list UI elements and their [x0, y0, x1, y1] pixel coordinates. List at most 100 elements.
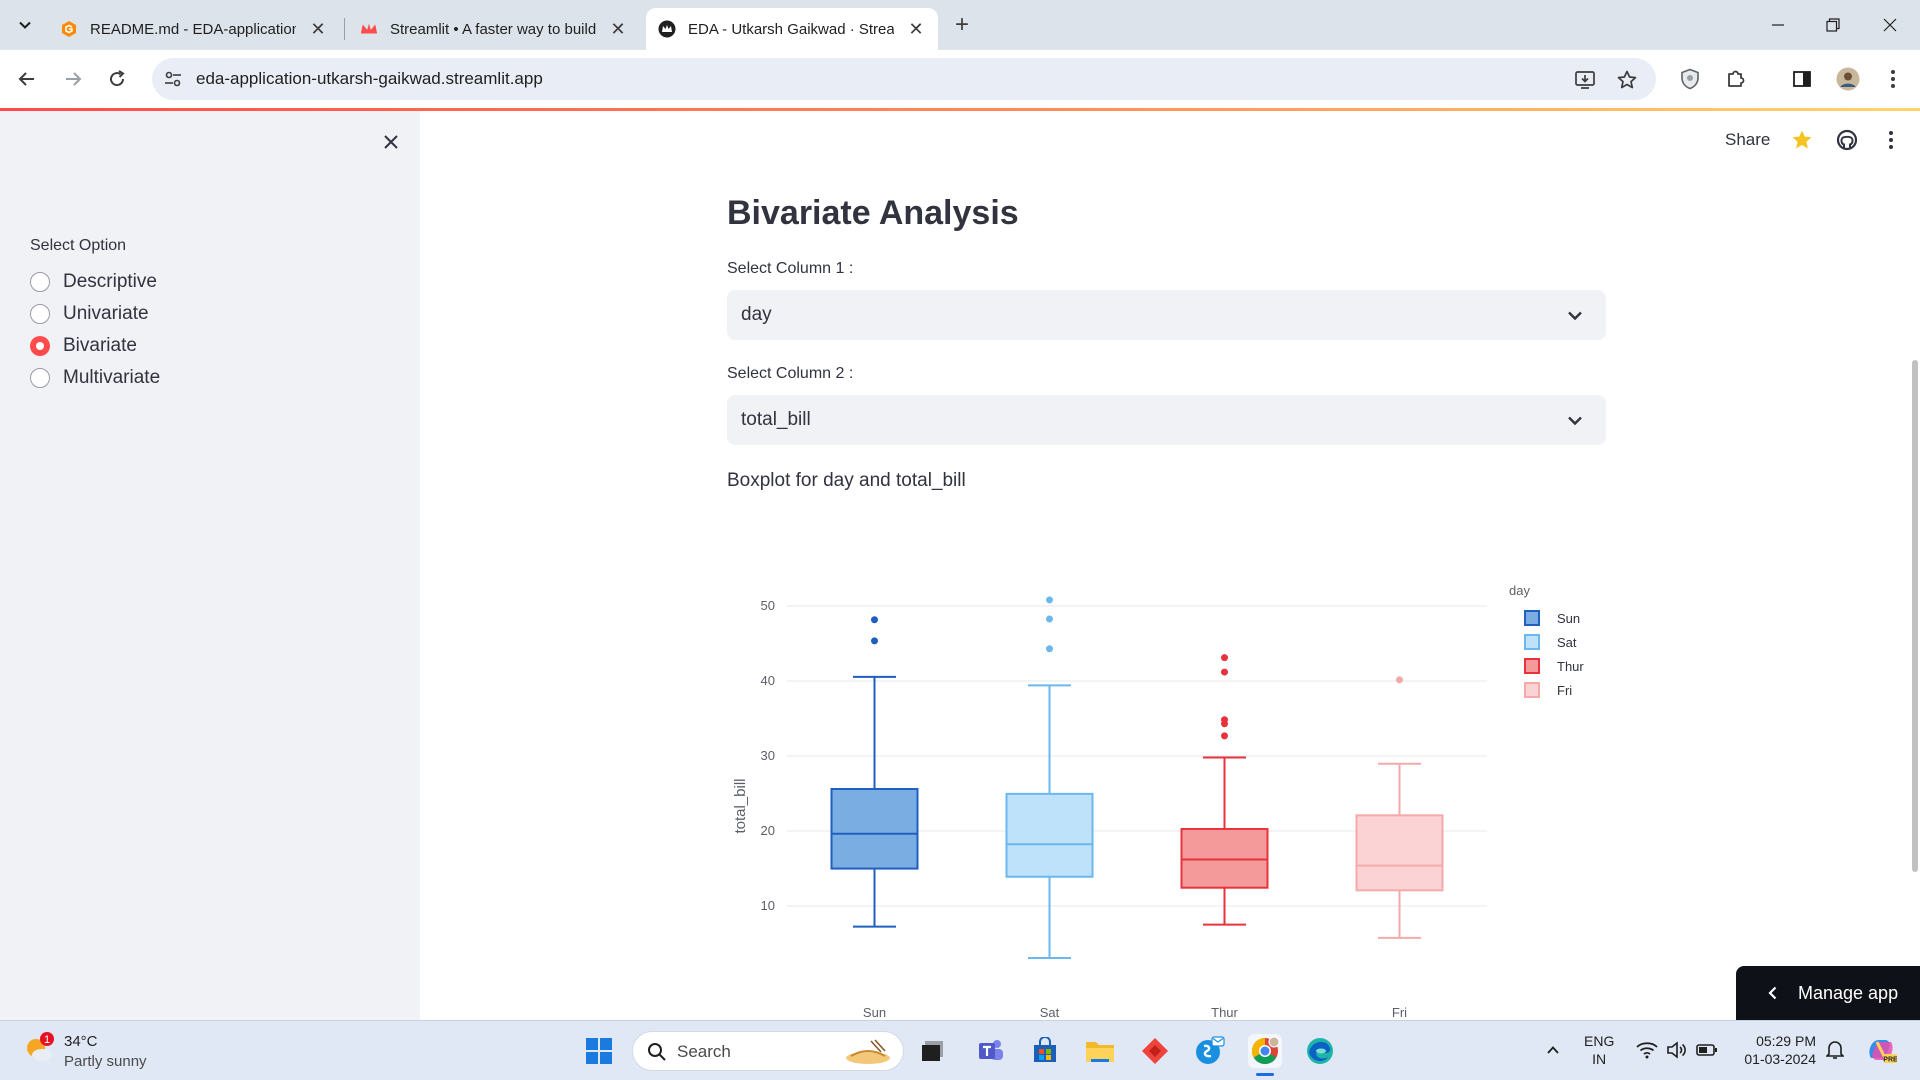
outlier-point	[1221, 668, 1228, 676]
boxplot-chart[interactable]: 10 20 30 40 50 total_bill Sun Sat Thur Fri day Sun S…	[727, 581, 1627, 1021]
minimize-button[interactable]	[1758, 10, 1798, 40]
side-panel-button[interactable]	[1788, 65, 1816, 93]
battery-status[interactable]	[1696, 1039, 1718, 1061]
show-hidden-icons-button[interactable]	[1542, 1039, 1564, 1061]
tab-readme[interactable]: README.md - EDA-application ✕	[48, 8, 340, 50]
star-filled-icon	[1792, 130, 1812, 149]
start-button[interactable]	[582, 1034, 616, 1068]
chevron-down-icon	[19, 21, 31, 29]
search-highlight-noodles-icon	[846, 1039, 890, 1064]
install-app-button[interactable]	[1572, 67, 1598, 93]
extension-shield-button[interactable]	[1676, 65, 1704, 93]
column2-label: Select Column 2 :	[727, 365, 854, 382]
column2-select[interactable]: total_bill	[727, 395, 1606, 445]
site-settings-icon[interactable]	[162, 68, 184, 90]
outlier-point	[1221, 732, 1228, 740]
reload-button[interactable]	[100, 62, 134, 96]
app-header-actions: Share	[420, 125, 1920, 155]
radio-option-bivariate[interactable]: Bivariate	[30, 332, 137, 360]
column1-select[interactable]: day	[727, 290, 1606, 340]
radio-button[interactable]	[30, 368, 50, 388]
box-sun	[830, 788, 919, 870]
microsoft-store-app[interactable]	[1028, 1034, 1062, 1068]
chevron-down-icon	[1568, 311, 1582, 321]
legend-entry: Fri	[1557, 683, 1572, 698]
radio-option-multivariate[interactable]: Multivariate	[30, 364, 160, 392]
y-tick-label: 50	[761, 598, 775, 613]
close-tab-icon[interactable]: ✕	[908, 18, 924, 39]
x-tick-label: Sun	[863, 1005, 886, 1020]
manage-app-button[interactable]: Manage app	[1736, 966, 1920, 1020]
favorite-star-button[interactable]	[1789, 127, 1815, 153]
bookmark-star-button[interactable]	[1614, 67, 1640, 93]
profile-avatar-button[interactable]	[1834, 65, 1862, 93]
sidebar-close-button[interactable]	[376, 127, 406, 157]
page-scrollbar[interactable]	[1912, 360, 1918, 872]
tab-search-button[interactable]	[10, 10, 40, 40]
task-view-icon	[922, 1041, 943, 1061]
select-option-label: Select Option	[30, 237, 127, 254]
y-tick-label: 30	[761, 748, 775, 763]
browser-toolbar: eda-application-utkarsh-gaikwad.streamli…	[0, 50, 1920, 108]
windows-taskbar: 1 34°C Partly sunny Search ENG IN	[0, 1020, 1920, 1080]
extensions-button[interactable]	[1722, 65, 1750, 93]
tab-streamlit[interactable]: Streamlit • A faster way to build ✕	[348, 8, 640, 50]
close-icon	[1883, 18, 1897, 32]
tab-eda[interactable]: EDA - Utkarsh Gaikwad · Stream ✕	[646, 8, 938, 50]
chevron-left-icon	[1768, 986, 1777, 1000]
weather-badge: 1	[44, 1034, 50, 1046]
sidebar: Select Option Descriptive Univariate Biv…	[0, 111, 420, 1020]
file-explorer-app[interactable]	[1083, 1034, 1117, 1068]
active-app-indicator	[1256, 1073, 1274, 1076]
puzzle-piece-icon	[1728, 70, 1745, 87]
radio-option-descriptive[interactable]: Descriptive	[30, 268, 157, 296]
app-menu-button[interactable]	[1878, 127, 1904, 153]
star-outline-icon	[1617, 70, 1637, 89]
wifi-status[interactable]	[1636, 1039, 1658, 1061]
forward-button[interactable]	[56, 62, 90, 96]
outlier-point	[871, 637, 878, 645]
chrome-app-active[interactable]	[1248, 1034, 1282, 1076]
task-view-button[interactable]	[916, 1034, 950, 1068]
outlier-point	[1396, 676, 1403, 684]
chrome-icon	[1251, 1036, 1280, 1065]
close-window-button[interactable]	[1870, 10, 1910, 40]
battery-icon	[1696, 1044, 1717, 1056]
messaging-app[interactable]	[1193, 1034, 1227, 1068]
taskbar-search-box[interactable]: Search	[632, 1031, 904, 1071]
radio-option-univariate[interactable]: Univariate	[30, 300, 149, 328]
shield-icon	[1681, 68, 1699, 90]
restore-button[interactable]	[1813, 10, 1853, 40]
clock-time: 05:29 PM	[1756, 1033, 1816, 1049]
legend-swatch-sun	[1524, 610, 1540, 626]
volume-status[interactable]	[1666, 1039, 1688, 1061]
radio-button[interactable]	[30, 304, 50, 324]
back-arrow-icon	[18, 72, 34, 86]
notifications-button[interactable]	[1824, 1039, 1846, 1061]
close-tab-icon[interactable]: ✕	[310, 18, 326, 39]
clock[interactable]: 05:29 PM 01-03-2024	[1738, 1032, 1816, 1068]
avatar-icon	[1836, 67, 1860, 91]
input-language-indicator[interactable]: ENG IN	[1584, 1032, 1614, 1068]
edge-app[interactable]	[1303, 1034, 1337, 1068]
radio-button[interactable]	[30, 272, 50, 292]
minimize-icon	[1772, 24, 1784, 26]
copilot-button[interactable]: PRE	[1864, 1033, 1898, 1067]
radio-button-checked[interactable]	[30, 336, 50, 356]
copilot-icon: PRE	[1869, 1040, 1897, 1064]
plot-caption: Boxplot for day and total_bill	[727, 470, 966, 491]
browser-menu-button[interactable]	[1879, 65, 1907, 93]
weather-partly-sunny-icon[interactable]: 1	[22, 1031, 56, 1065]
teams-app[interactable]	[974, 1034, 1008, 1068]
close-tab-icon[interactable]: ✕	[610, 18, 626, 39]
back-button[interactable]	[10, 62, 44, 96]
language-code: ENG	[1584, 1033, 1615, 1049]
anydesk-app[interactable]	[1138, 1034, 1172, 1068]
address-bar[interactable]: eda-application-utkarsh-gaikwad.streamli…	[152, 58, 1656, 100]
share-button[interactable]: Share	[1725, 130, 1771, 149]
forward-arrow-icon	[66, 72, 82, 86]
taskbar-search-label: Search	[677, 1042, 731, 1061]
new-tab-button[interactable]: +	[954, 11, 969, 38]
github-button[interactable]	[1834, 127, 1860, 153]
tab-title: EDA - Utkarsh Gaikwad · Stream	[688, 20, 894, 38]
